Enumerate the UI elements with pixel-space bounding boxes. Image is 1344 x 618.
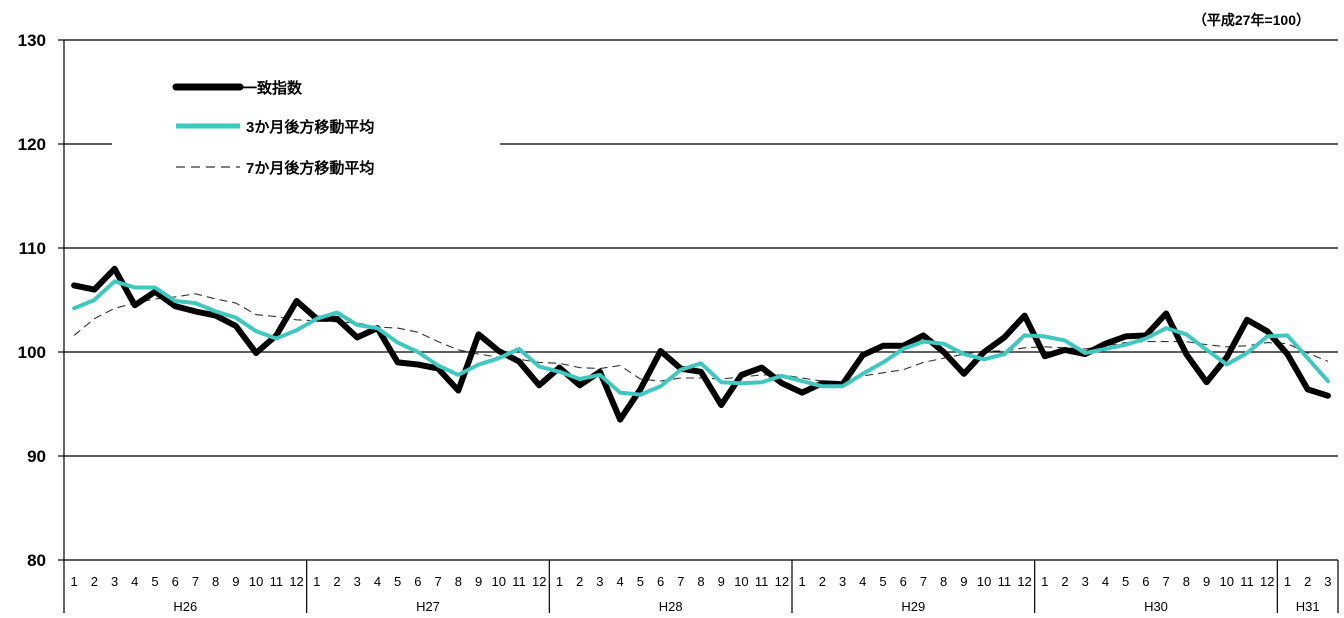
month-tick-label: 9 xyxy=(718,574,725,589)
month-tick-label: 12 xyxy=(289,574,303,589)
month-tick-label: 5 xyxy=(879,574,886,589)
month-tick-label: 1 xyxy=(1284,574,1291,589)
month-tick-label: 11 xyxy=(998,574,1012,589)
series-line-0 xyxy=(74,269,1328,420)
month-tick-label: 2 xyxy=(576,574,583,589)
month-tick-label: 10 xyxy=(734,574,748,589)
legend-label-7m-avg: 7か月後方移動平均 xyxy=(246,159,374,177)
month-tick-label: 8 xyxy=(455,574,462,589)
month-tick-label: 10 xyxy=(492,574,506,589)
month-tick-label: 3 xyxy=(596,574,603,589)
month-tick-label: 8 xyxy=(1183,574,1190,589)
year-label-H27: H27 xyxy=(416,599,440,613)
month-tick-label: 9 xyxy=(475,574,482,589)
month-tick-label: 8 xyxy=(212,574,219,589)
month-tick-label: 11 xyxy=(755,574,769,589)
month-tick-label: 12 xyxy=(1260,574,1274,589)
month-tick-label: 7 xyxy=(192,574,199,589)
unit-note: （平成27年=100） xyxy=(1193,12,1310,28)
month-tick-label: 2 xyxy=(1061,574,1068,589)
month-tick-label: 2 xyxy=(91,574,98,589)
year-label-H31: H31 xyxy=(1296,599,1320,613)
month-tick-label: 3 xyxy=(1324,574,1331,589)
month-tick-label: 11 xyxy=(270,574,284,589)
month-tick-label: 3 xyxy=(111,574,118,589)
month-tick-label: 9 xyxy=(1203,574,1210,589)
ytick-label-110: 110 xyxy=(19,239,46,258)
ytick-label-100: 100 xyxy=(18,343,46,362)
ytick-label-120: 120 xyxy=(18,135,46,154)
year-label-H29: H29 xyxy=(901,599,925,613)
month-tick-label: 11 xyxy=(1240,574,1254,589)
month-tick-label: 4 xyxy=(616,574,623,589)
month-tick-label: 1 xyxy=(1041,574,1048,589)
month-tick-label: 1 xyxy=(70,574,77,589)
month-tick-label: 1 xyxy=(556,574,563,589)
legend-label-coincident: 一致指数 xyxy=(242,79,303,97)
month-tick-label: 5 xyxy=(637,574,644,589)
month-tick-label: 3 xyxy=(354,574,361,589)
month-tick-label: 7 xyxy=(920,574,927,589)
month-tick-label: 4 xyxy=(374,574,381,589)
month-tick-label: 6 xyxy=(414,574,421,589)
month-tick-label: 6 xyxy=(900,574,907,589)
ytick-label-130: 130 xyxy=(18,31,46,50)
month-tick-label: 12 xyxy=(775,574,789,589)
month-tick-label: 3 xyxy=(1082,574,1089,589)
month-tick-label: 6 xyxy=(172,574,179,589)
month-tick-label: 1 xyxy=(313,574,320,589)
month-tick-label: 3 xyxy=(839,574,846,589)
month-tick-label: 8 xyxy=(940,574,947,589)
legend: 一致指数 3か月後方移動平均 7か月後方移動平均 xyxy=(112,60,500,185)
month-tick-label: 5 xyxy=(394,574,401,589)
ytick-label-90: 90 xyxy=(27,447,46,466)
month-tick-label: 7 xyxy=(1162,574,1169,589)
month-tick-label: 4 xyxy=(131,574,138,589)
month-tick-label: 7 xyxy=(434,574,441,589)
year-label-H30: H30 xyxy=(1144,599,1168,613)
legend-label-3m-avg: 3か月後方移動平均 xyxy=(246,118,374,136)
month-tick-label: 6 xyxy=(657,574,664,589)
month-tick-label: 2 xyxy=(333,574,340,589)
month-tick-label: 5 xyxy=(151,574,158,589)
ytick-label-80: 80 xyxy=(27,551,46,570)
month-tick-label: 10 xyxy=(1220,574,1234,589)
month-tick-label: 10 xyxy=(977,574,991,589)
month-tick-label: 10 xyxy=(249,574,263,589)
year-label-H26: H26 xyxy=(173,599,197,613)
month-tick-label: 9 xyxy=(960,574,967,589)
month-tick-label: 12 xyxy=(532,574,546,589)
month-tick-label: 8 xyxy=(697,574,704,589)
month-tick-label: 1 xyxy=(798,574,805,589)
year-label-H28: H28 xyxy=(659,599,683,613)
month-tick-label: 9 xyxy=(232,574,239,589)
month-tick-label: 12 xyxy=(1017,574,1031,589)
month-tick-label: 7 xyxy=(677,574,684,589)
month-tick-label: 4 xyxy=(859,574,866,589)
month-tick-label: 5 xyxy=(1122,574,1129,589)
month-tick-label: 2 xyxy=(819,574,826,589)
month-tick-label: 2 xyxy=(1304,574,1311,589)
month-tick-label: 6 xyxy=(1142,574,1149,589)
month-tick-label: 4 xyxy=(1102,574,1109,589)
series-layer xyxy=(74,269,1328,420)
month-tick-label: 11 xyxy=(512,574,526,589)
